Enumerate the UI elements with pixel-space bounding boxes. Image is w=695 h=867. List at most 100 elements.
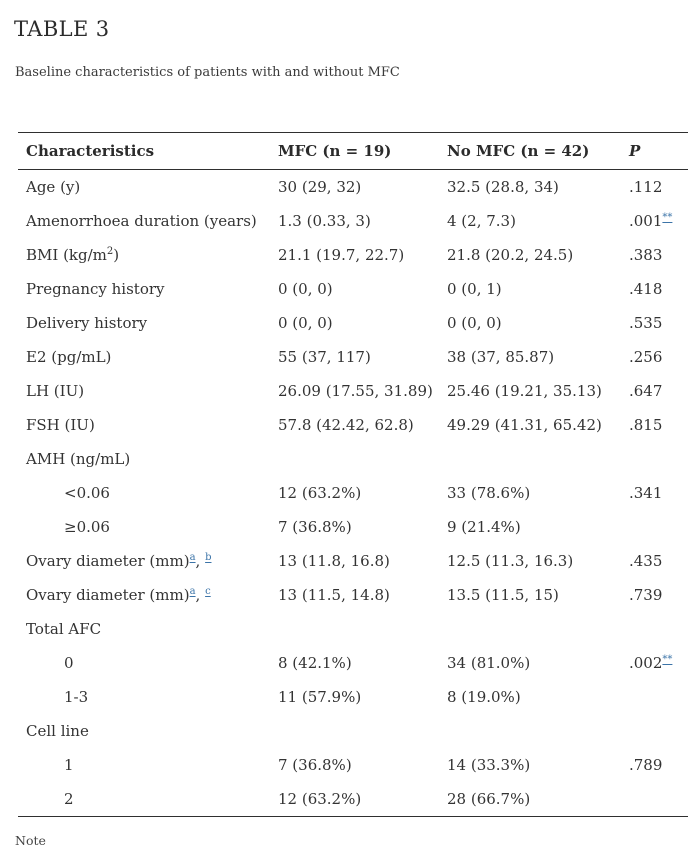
- table-row: <0.06 12 (63.2%) 33 (78.6%) .341: [18, 476, 688, 510]
- row-label: Ovary diameter (mm)a, c: [26, 586, 211, 604]
- cell-mfc: 8 (42.1%): [278, 654, 352, 672]
- table-row: ≥0.06 7 (36.8%) 9 (21.4%): [18, 510, 688, 544]
- footnote-link-a[interactable]: a: [189, 552, 196, 563]
- superscript: 2: [106, 246, 114, 257]
- footnote-link-c[interactable]: c: [205, 586, 211, 597]
- cell-no-mfc: 33 (78.6%): [447, 484, 531, 502]
- row-label: 1-3: [64, 688, 89, 706]
- cell-mfc: 0 (0, 0): [278, 314, 333, 332]
- footnote-link-a[interactable]: a: [189, 586, 196, 597]
- cell-no-mfc: 38 (37, 85.87): [447, 348, 555, 366]
- significance-link[interactable]: **: [662, 212, 673, 223]
- row-label: Pregnancy history: [26, 280, 165, 298]
- row-label: Delivery history: [26, 314, 148, 332]
- footnote-marker: a: [190, 552, 196, 563]
- cell-p-value: .112: [629, 178, 663, 196]
- row-label: 0: [64, 654, 74, 672]
- row-label: Total AFC: [26, 620, 102, 638]
- cell-mfc: 30 (29, 32): [278, 178, 362, 196]
- table-row: Delivery history 0 (0, 0) 0 (0, 0) .535: [18, 306, 688, 340]
- table-row: E2 (pg/mL) 55 (37, 117) 38 (37, 85.87) .256: [18, 340, 688, 374]
- table-row: Amenorrhoea duration (years) 1.3 (0.33, 3…: [18, 204, 688, 238]
- cell-mfc: [270, 714, 439, 748]
- cell-no-mfc: 28 (66.7%): [447, 790, 531, 808]
- cell-no-mfc: 34 (81.0%): [447, 654, 531, 672]
- row-label: Amenorrhoea duration (years): [26, 212, 257, 230]
- table-row: 1 7 (36.8%) 14 (33.3%) .789: [18, 748, 688, 782]
- section-row: Total AFC: [18, 612, 688, 646]
- cell-p-value: [617, 782, 688, 817]
- row-label: Ovary diameter (mm)a, b: [26, 552, 212, 570]
- table-row: FSH (IU) 57.8 (42.42, 62.8) 49.29 (41.31, …: [18, 408, 688, 442]
- cell-mfc: 26.09 (17.55, 31.89): [278, 382, 433, 400]
- row-label: <0.06: [64, 484, 110, 502]
- note-label: Note: [15, 833, 46, 848]
- table-header: Characteristics MFC (n = 19) No MFC (n =…: [18, 132, 688, 170]
- row-label: E2 (pg/mL): [26, 348, 112, 366]
- cell-p-value: [617, 510, 688, 544]
- table-body: Age (y) 30 (29, 32) 32.5 (28.8, 34) .112 Ame…: [18, 170, 688, 817]
- cell-p-value: .001**: [629, 212, 673, 230]
- cell-no-mfc: 32.5 (28.8, 34): [447, 178, 559, 196]
- cell-mfc: [270, 612, 439, 646]
- cell-mfc: 12 (63.2%): [278, 790, 362, 808]
- significance-marker: **: [662, 654, 672, 665]
- cell-mfc: 21.1 (19.7, 22.7): [278, 246, 405, 264]
- cell-p-value: .815: [629, 416, 663, 434]
- table-row: LH (IU) 26.09 (17.55, 31.89) 25.46 (19.21,…: [18, 374, 688, 408]
- cell-no-mfc: 13.5 (11.5, 15): [447, 586, 559, 604]
- cell-mfc: 7 (36.8%): [278, 518, 352, 536]
- cell-p-value: .647: [629, 382, 663, 400]
- cell-no-mfc: 49.29 (41.31, 65.42): [447, 416, 602, 434]
- cell-no-mfc: [439, 714, 617, 748]
- cell-p-value: .435: [629, 552, 663, 570]
- table-caption: Baseline characteristics of patients wit…: [15, 65, 400, 80]
- footnote-link-b[interactable]: b: [205, 552, 212, 563]
- cell-mfc: 13 (11.8, 16.8): [278, 552, 390, 570]
- cell-p-value: [617, 612, 688, 646]
- cell-p-value: [617, 680, 688, 714]
- cell-no-mfc: 25.46 (19.21, 35.13): [447, 382, 602, 400]
- significance-link[interactable]: **: [662, 654, 673, 665]
- significance-marker: **: [662, 212, 672, 223]
- cell-mfc: 55 (37, 117): [278, 348, 371, 366]
- baseline-characteristics-table: Characteristics MFC (n = 19) No MFC (n =…: [18, 132, 688, 817]
- table-row: Ovary diameter (mm)a, b 13 (11.8, 16.8) 12…: [18, 544, 688, 578]
- cell-mfc: 1.3 (0.33, 3): [278, 212, 371, 230]
- table-title: TABLE 3: [14, 17, 110, 41]
- cell-no-mfc: 8 (19.0%): [447, 688, 521, 706]
- cell-no-mfc: 0 (0, 0): [447, 314, 502, 332]
- cell-no-mfc: [439, 612, 617, 646]
- cell-no-mfc: 12.5 (11.3, 16.3): [447, 552, 574, 570]
- row-label: 1: [64, 756, 74, 774]
- column-header-p-value: P: [617, 132, 688, 170]
- row-label: BMI (kg/m2): [26, 246, 120, 264]
- table-row: Age (y) 30 (29, 32) 32.5 (28.8, 34) .112: [18, 170, 688, 205]
- table-row: Ovary diameter (mm)a, c 13 (11.5, 14.8) 13…: [18, 578, 688, 612]
- article-page: TABLE 3 Baseline characteristics of pati…: [0, 16, 695, 867]
- cell-p-value: .535: [629, 314, 663, 332]
- footnote-marker: a: [190, 586, 196, 597]
- cell-p-value: .739: [629, 586, 663, 604]
- row-label: ≥0.06: [64, 518, 110, 536]
- cell-p-value: .383: [629, 246, 663, 264]
- cell-mfc: 12 (63.2%): [278, 484, 362, 502]
- table-row: 2 12 (63.2%) 28 (66.7%): [18, 782, 688, 817]
- cell-no-mfc: 0 (0, 1): [447, 280, 502, 298]
- section-row: Cell line: [18, 714, 688, 748]
- row-label: AMH (ng/mL): [26, 450, 131, 468]
- row-label: 2: [64, 790, 74, 808]
- cell-mfc: 0 (0, 0): [278, 280, 333, 298]
- cell-p-value: [617, 714, 688, 748]
- cell-no-mfc: 14 (33.3%): [447, 756, 531, 774]
- section-row: AMH (ng/mL): [18, 442, 688, 476]
- row-label: FSH (IU): [26, 416, 95, 434]
- column-header-characteristics: Characteristics: [18, 132, 270, 170]
- header-row: Characteristics MFC (n = 19) No MFC (n =…: [18, 132, 688, 170]
- column-header-no-mfc: No MFC (n = 42): [439, 132, 617, 170]
- footnote-marker: b: [205, 552, 211, 563]
- row-label: Cell line: [26, 722, 89, 740]
- cell-no-mfc: 4 (2, 7.3): [447, 212, 516, 230]
- cell-p-value: [617, 442, 688, 476]
- footnote-marker: c: [205, 586, 211, 597]
